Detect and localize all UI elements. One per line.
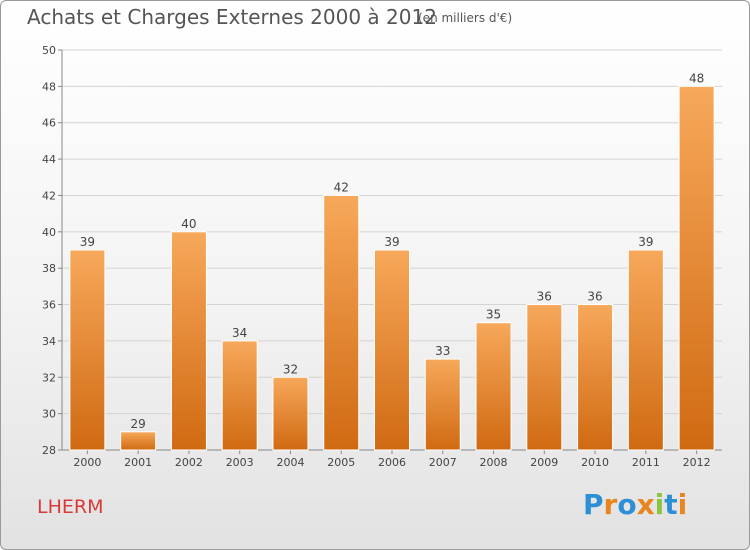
y-tick-label: 50 <box>42 44 56 57</box>
x-tick-label: 2003 <box>226 456 254 469</box>
logo-letter: t <box>664 488 678 521</box>
y-tick-label: 32 <box>42 371 56 384</box>
y-tick-label: 40 <box>42 226 56 239</box>
bar-2005 <box>323 194 360 451</box>
y-tick-label: 38 <box>42 262 56 275</box>
data-label: 40 <box>181 217 196 231</box>
city-name: LHERM <box>37 496 104 518</box>
x-tick-label: 2008 <box>480 456 508 469</box>
chart-title: Achats et Charges Externes 2000 à 2012 <box>27 5 437 29</box>
x-tick-label: 2011 <box>632 456 660 469</box>
bar-2000 <box>69 249 106 451</box>
y-tick-label: 34 <box>42 335 56 348</box>
data-label: 36 <box>537 290 552 304</box>
y-tick-label: 36 <box>42 299 56 312</box>
data-label: 33 <box>435 344 450 358</box>
y-tick-label: 48 <box>42 80 56 93</box>
bar-2008 <box>475 322 512 451</box>
x-tick-label: 2007 <box>429 456 457 469</box>
data-label: 39 <box>80 235 95 249</box>
x-tick-label: 2001 <box>124 456 152 469</box>
logo-letter: o <box>617 488 637 521</box>
x-tick-label: 2006 <box>378 456 406 469</box>
bar-2011 <box>627 249 664 451</box>
x-tick-label: 2000 <box>73 456 101 469</box>
logo-letter: r <box>603 488 618 521</box>
data-label: 36 <box>587 290 602 304</box>
data-label: 29 <box>131 417 146 431</box>
y-tick-label: 30 <box>42 408 56 421</box>
logo-letter: x <box>636 488 655 521</box>
proxiti-logo: Proxiti <box>583 488 687 521</box>
bar-2002 <box>170 231 207 451</box>
y-tick-label: 46 <box>42 117 56 130</box>
x-tick-label: 2004 <box>276 456 304 469</box>
data-label: 32 <box>283 362 298 376</box>
x-tick-label: 2005 <box>327 456 355 469</box>
data-label: 39 <box>384 235 399 249</box>
y-tick-label: 42 <box>42 189 56 202</box>
x-tick-label: 2012 <box>683 456 711 469</box>
logo-letter: P <box>583 488 604 521</box>
data-label: 39 <box>638 235 653 249</box>
data-label: 35 <box>486 308 501 322</box>
bar-2009 <box>526 304 563 451</box>
data-label: 48 <box>689 71 704 85</box>
bars <box>69 85 715 451</box>
bar-2001 <box>120 431 157 451</box>
chart-unit: (en milliers d'€) <box>418 11 513 25</box>
y-tick-label: 28 <box>42 444 56 457</box>
data-labels: 39 29 40 34 32 42 39 33 35 36 36 39 48 <box>80 71 705 430</box>
x-tick-label: 2002 <box>175 456 203 469</box>
x-tick-label: 2010 <box>581 456 609 469</box>
bar-2006 <box>374 249 410 451</box>
bar-2004 <box>272 376 309 451</box>
data-label: 34 <box>232 326 247 340</box>
y-tick-label: 44 <box>42 153 56 166</box>
data-label: 42 <box>334 180 349 194</box>
logo-letter: i <box>677 488 688 521</box>
logo-letter: i <box>654 488 665 521</box>
bar-2012 <box>678 85 715 451</box>
bar-2010 <box>577 304 614 451</box>
bar-2003 <box>221 340 258 451</box>
axes: 28 30 32 34 36 38 40 42 44 46 48 50 2000 2001 2002 2003… <box>42 44 722 469</box>
bar-2007 <box>424 358 461 451</box>
x-tick-label: 2009 <box>530 456 558 469</box>
